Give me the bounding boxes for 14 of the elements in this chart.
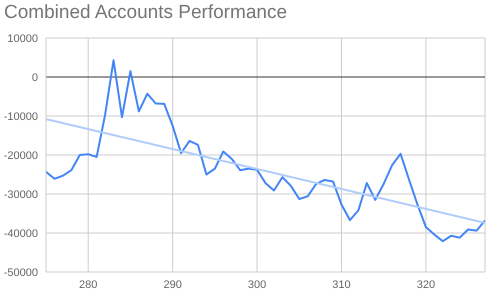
y-tick-label: -30000 — [4, 188, 38, 201]
chart-title: Combined Accounts Performance — [4, 2, 288, 24]
x-tick-label: 300 — [248, 278, 266, 291]
x-tick-label: 280 — [79, 278, 98, 291]
line-series — [46, 59, 485, 242]
y-tick-label: -10000 — [4, 110, 38, 123]
y-tick-label: -20000 — [4, 150, 38, 162]
x-tick-label: 310 — [332, 278, 351, 291]
y-tick-label: -50000 — [4, 266, 38, 279]
y-tick-label: 0 — [32, 72, 38, 84]
y-tick-label: 10000 — [7, 32, 38, 45]
x-tick-label: 290 — [163, 278, 182, 291]
x-tick-label: 320 — [416, 278, 436, 291]
y-tick-label: -40000 — [4, 228, 38, 240]
